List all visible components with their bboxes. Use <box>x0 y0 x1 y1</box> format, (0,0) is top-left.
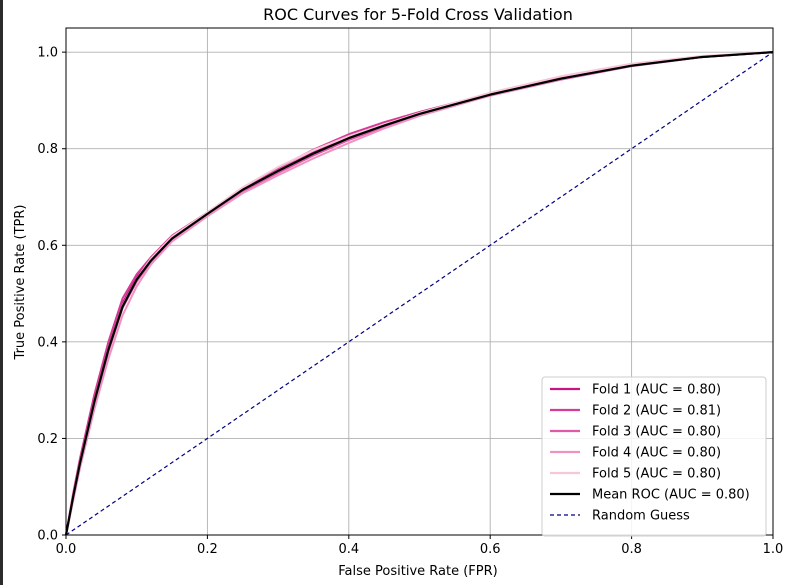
mean-roc-line <box>64 51 774 536</box>
legend: Fold 1 (AUC = 0.80) Fold 2 (AUC = 0.81) Fo… <box>541 376 767 537</box>
legend-entry-label: Fold 1 (AUC = 0.80) <box>592 383 721 398</box>
x-tick-label: 0.0 <box>56 542 77 557</box>
y-tick-label: 0.6 <box>37 239 58 254</box>
legend-entry-label: Fold 2 (AUC = 0.81) <box>592 404 721 419</box>
legend-entry-label: Mean ROC (AUC = 0.80) <box>592 488 750 503</box>
legend-entry-label: Random Guess <box>592 509 690 524</box>
window-edge <box>0 0 3 585</box>
x-tick-label: 0.2 <box>197 542 218 557</box>
y-tick-label: 0.0 <box>37 529 58 544</box>
legend-box <box>541 376 767 537</box>
random-guess-line <box>65 51 774 536</box>
plot-frame <box>65 27 774 536</box>
legend-entry-label: Fold 3 (AUC = 0.80) <box>592 425 721 440</box>
x-tick-label: 1.0 <box>763 542 784 557</box>
series-layer <box>64 51 774 536</box>
chart-title: ROC Curves for 5-Fold Cross Validation <box>263 5 573 24</box>
legend-entry-label: Fold 4 (AUC = 0.80) <box>592 446 721 461</box>
y-tick-label: 0.2 <box>37 432 58 447</box>
y-tick-label: 0.4 <box>37 335 58 350</box>
axis-ticks: 0.0 0.2 0.4 0.6 0.8 1.0 0.0 0.2 0.4 0.6 0.8 1.0 <box>37 46 783 557</box>
x-tick-label: 0.6 <box>480 542 501 557</box>
x-tick-label: 0.8 <box>621 542 642 557</box>
y-axis-label: True Positive Rate (TPR) <box>13 205 28 361</box>
legend-entry-label: Fold 5 (AUC = 0.80) <box>592 467 721 482</box>
x-axis-label: False Positive Rate (FPR) <box>338 564 497 579</box>
y-tick-label: 1.0 <box>37 46 58 61</box>
y-tick-label: 0.8 <box>37 142 58 157</box>
x-tick-label: 0.4 <box>338 542 359 557</box>
